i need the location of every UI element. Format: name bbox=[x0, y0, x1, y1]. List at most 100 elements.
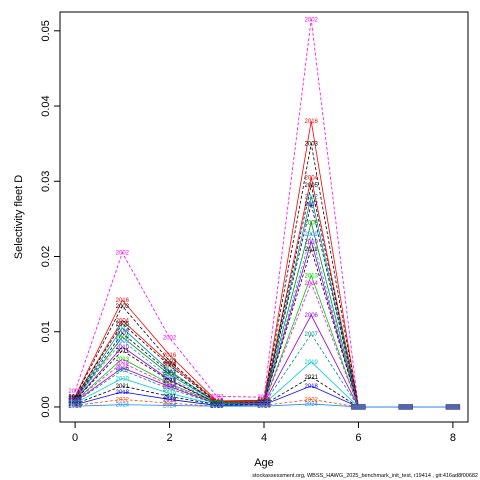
point-label: 2014 bbox=[210, 402, 224, 408]
point-label: 2008 bbox=[116, 335, 130, 341]
point-label: 2009 bbox=[68, 397, 82, 403]
point-label: 2004 bbox=[68, 396, 82, 402]
point-label: 2002 bbox=[163, 336, 177, 342]
point-label: 2007 bbox=[68, 397, 82, 403]
point-label: 2011 bbox=[305, 247, 319, 253]
series-line-3 bbox=[74, 177, 453, 408]
point-label: 2012 bbox=[305, 194, 319, 200]
x-axis: 0 2 4 6 8 bbox=[72, 422, 456, 444]
point-label: 2012 bbox=[257, 400, 271, 406]
point-label: 2005 bbox=[116, 321, 130, 327]
point-label: 2016 bbox=[257, 398, 271, 404]
point-label: 2021 bbox=[210, 403, 224, 409]
point-label: 2002 bbox=[305, 18, 319, 24]
point-label: 2024 bbox=[163, 403, 177, 409]
point-label: 2018 bbox=[163, 397, 177, 403]
point-label: 2004 bbox=[163, 361, 177, 367]
point-label: 2019 bbox=[210, 403, 224, 409]
point-label: 2009 bbox=[163, 376, 177, 382]
point-label: 2009 bbox=[116, 339, 130, 345]
point-label: 2002 bbox=[257, 395, 271, 401]
point-label: 2021 bbox=[257, 403, 271, 409]
point-label: 2018 bbox=[257, 403, 271, 409]
y-axis-label: Selectivity fleet D bbox=[13, 175, 25, 259]
y-axis: 0.00 0.01 0.02 0.03 0.04 0.05 bbox=[40, 20, 60, 418]
point-label: 2013 bbox=[257, 401, 271, 407]
point-label: 2010 bbox=[68, 398, 82, 404]
point-label: 2007 bbox=[257, 400, 271, 406]
point-label: 2008 bbox=[68, 397, 82, 403]
point-label: 2005 bbox=[68, 396, 82, 402]
y-tick-label: 0.01 bbox=[40, 321, 52, 342]
y-tick-label: 0.05 bbox=[40, 20, 52, 41]
point-label: 2021 bbox=[163, 394, 177, 400]
point-label: 2013 bbox=[116, 357, 130, 363]
point-label: 2022 bbox=[116, 397, 130, 403]
series-line-9 bbox=[74, 240, 453, 408]
point-label: 2007 bbox=[163, 387, 177, 393]
point-label: 2009 bbox=[210, 401, 224, 407]
point-marker bbox=[398, 404, 413, 410]
point-label: 2014 bbox=[305, 281, 319, 287]
series-line-10 bbox=[74, 247, 453, 408]
point-label: 2007 bbox=[163, 370, 177, 376]
x-tick-label: 4 bbox=[261, 432, 267, 444]
point-label: 2009 bbox=[257, 400, 271, 406]
x-tick-label: 8 bbox=[450, 432, 456, 444]
point-label: 2003 bbox=[116, 304, 130, 310]
fixed-points-layer bbox=[351, 404, 461, 410]
point-label: 2022 bbox=[305, 397, 319, 403]
point-label: 2010 bbox=[210, 401, 224, 407]
point-label: 2019 bbox=[305, 360, 319, 366]
series-line-6 bbox=[74, 203, 453, 408]
point-label: 2014 bbox=[163, 383, 177, 389]
point-label: 2014 bbox=[257, 401, 271, 407]
series-line-11 bbox=[74, 274, 453, 408]
point-label: 2009 bbox=[305, 232, 319, 238]
point-label: 2003 bbox=[305, 142, 319, 148]
point-label: 2004 bbox=[257, 399, 271, 405]
point-label: 2019 bbox=[68, 401, 82, 407]
point-label: 2002 bbox=[116, 251, 130, 257]
point-label: 2005 bbox=[210, 400, 224, 406]
point-label: 2010 bbox=[163, 378, 177, 384]
point-marker bbox=[445, 404, 461, 410]
point-label: 2008 bbox=[257, 400, 271, 406]
series-line-7 bbox=[74, 221, 453, 408]
series-line-5 bbox=[74, 196, 453, 408]
y-tick-label: 0.04 bbox=[40, 95, 52, 116]
point-label: 2018 bbox=[305, 384, 319, 390]
footer-note: stockassessment.org, WBSS_HAWG_2025_benc… bbox=[252, 473, 478, 479]
point-label: 2014 bbox=[116, 361, 130, 367]
x-tick-label: 6 bbox=[355, 432, 361, 444]
point-label: 2022 bbox=[257, 403, 271, 409]
y-tick-label: 0.02 bbox=[40, 246, 52, 267]
point-label: 2007 bbox=[116, 331, 130, 337]
series-layer bbox=[74, 19, 453, 408]
point-marker bbox=[351, 404, 366, 410]
point-label: 2018 bbox=[68, 403, 82, 409]
point-label: 2005 bbox=[163, 364, 177, 370]
point-label: 2006 bbox=[305, 313, 319, 319]
y-tick-label: 0.03 bbox=[40, 171, 52, 192]
point-label: 2003 bbox=[163, 359, 177, 365]
point-label: 2004 bbox=[305, 176, 319, 182]
x-tick-label: 2 bbox=[166, 432, 172, 444]
point-label: 2024 bbox=[305, 402, 319, 408]
point-label: 2013 bbox=[210, 401, 224, 407]
point-label: 2005 bbox=[305, 183, 319, 189]
point-label: 2016 bbox=[68, 394, 82, 400]
point-label: 2016 bbox=[305, 119, 319, 125]
point-label: 2012 bbox=[210, 400, 224, 406]
point-label: 2010 bbox=[257, 400, 271, 406]
point-label: 2014 bbox=[68, 399, 82, 405]
point-label: 2011 bbox=[163, 379, 177, 385]
point-label: 2004 bbox=[116, 318, 130, 324]
series-line-19 bbox=[75, 403, 453, 408]
point-label: 2006 bbox=[257, 401, 271, 407]
point-label: 2002 bbox=[210, 394, 224, 400]
point-label: 2024 bbox=[116, 403, 130, 409]
point-label: 2016 bbox=[210, 399, 224, 405]
